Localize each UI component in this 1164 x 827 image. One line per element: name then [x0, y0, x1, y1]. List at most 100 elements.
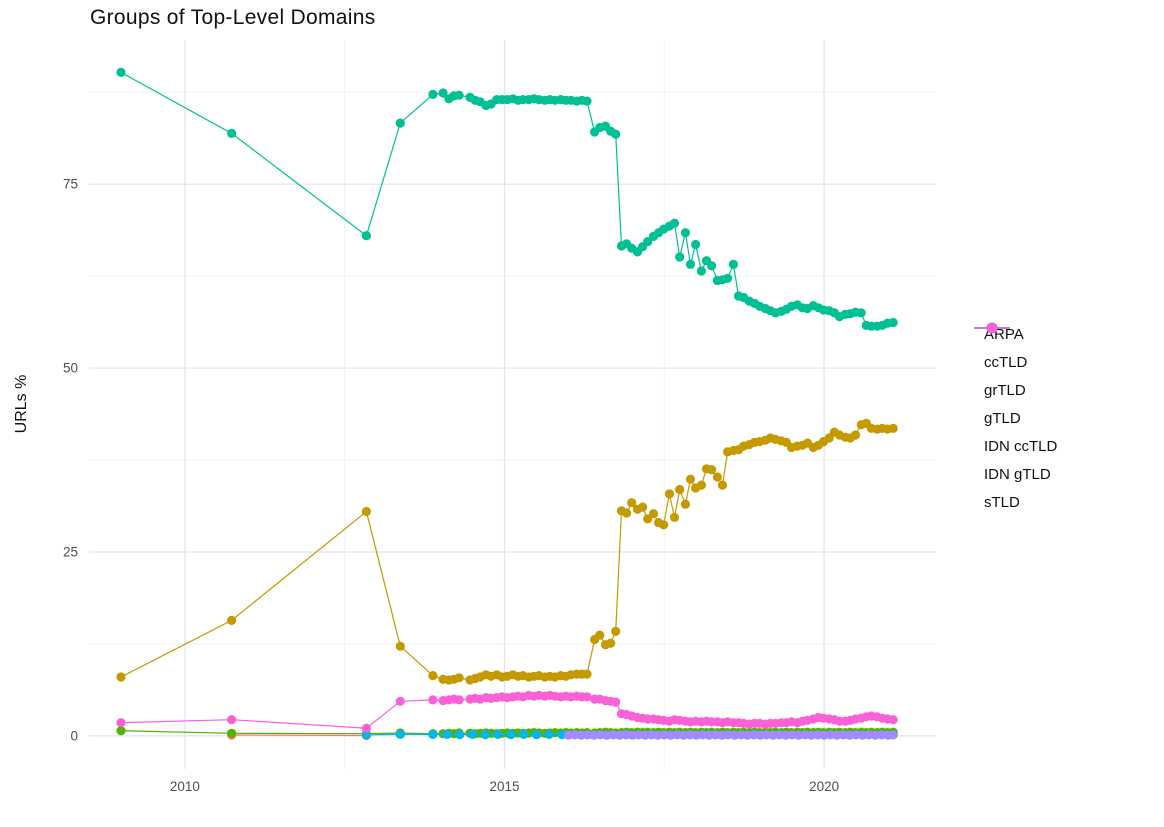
legend: ARPA ccTLD grTLD gTLD IDN ccTLD IDN gTLD sTLD	[972, 320, 1057, 516]
series-cctld	[116, 418, 898, 685]
data-point	[531, 730, 542, 740]
data-point	[454, 673, 464, 683]
data-point	[455, 730, 465, 740]
data-point	[116, 718, 126, 728]
data-point	[707, 465, 717, 475]
data-point	[438, 88, 448, 98]
data-point	[582, 96, 592, 106]
chart-title: Groups of Top-Level Domains	[90, 6, 376, 29]
data-point	[454, 695, 464, 705]
data-point	[442, 729, 452, 740]
data-point	[888, 715, 898, 725]
data-point	[395, 696, 405, 706]
data-point	[116, 672, 126, 682]
data-point	[675, 484, 685, 495]
legend-item-idn-cctld: IDN ccTLD	[972, 322, 1058, 460]
data-point	[850, 430, 861, 440]
data-point	[648, 509, 659, 519]
data-point	[856, 308, 866, 318]
data-point	[428, 671, 438, 681]
data-point	[717, 480, 728, 490]
x-tick-label: 2010	[170, 779, 200, 794]
data-point	[888, 423, 898, 433]
data-point	[395, 641, 405, 651]
legend-label: sTLD	[984, 493, 1020, 511]
data-point	[888, 317, 898, 328]
data-point	[227, 715, 237, 725]
data-point	[395, 729, 405, 740]
series-idn-gtld	[563, 730, 898, 740]
data-point	[685, 474, 696, 484]
data-point	[728, 259, 739, 269]
data-point	[480, 730, 490, 740]
data-point	[428, 729, 438, 740]
data-point	[611, 697, 621, 707]
data-point	[680, 499, 691, 509]
legend-item-gtld: gTLD	[972, 322, 1057, 432]
data-point	[723, 273, 733, 283]
data-point	[622, 508, 632, 518]
data-point	[707, 261, 717, 271]
data-point	[664, 489, 675, 499]
data-point	[116, 726, 126, 736]
data-point	[428, 695, 438, 705]
data-point	[696, 480, 707, 490]
legend-item-idn-gtld: IDN gTLD	[972, 322, 1057, 488]
data-point	[669, 218, 680, 228]
data-point	[361, 231, 371, 241]
x-tick-label: 2015	[489, 779, 519, 794]
legend-label: gTLD	[984, 409, 1021, 427]
legend-item-cctld: ccTLD	[972, 322, 1057, 376]
data-point	[606, 638, 616, 648]
data-point	[506, 730, 516, 740]
data-point	[493, 729, 503, 740]
data-point	[395, 118, 405, 128]
data-point	[669, 512, 680, 523]
x-tick-label: 2020	[809, 779, 839, 794]
data-point	[361, 723, 371, 733]
data-point	[888, 730, 898, 740]
legend-item-stld: sTLD	[972, 322, 1057, 516]
y-tick-label: 0	[70, 728, 78, 743]
data-point	[824, 433, 834, 443]
data-point	[116, 67, 126, 77]
data-point	[696, 266, 707, 276]
data-point	[582, 669, 592, 679]
legend-label: ccTLD	[984, 353, 1028, 371]
data-point	[544, 729, 554, 740]
series-line	[120, 71, 894, 327]
series-line	[231, 734, 367, 737]
y-tick-label: 50	[63, 361, 78, 376]
legend-label: IDN gTLD	[984, 465, 1051, 483]
legend-key-icon	[974, 322, 1010, 334]
data-point	[519, 729, 529, 740]
series-gtld	[116, 67, 898, 331]
series-arpa	[227, 730, 371, 741]
data-point	[582, 692, 592, 702]
y-tick-label: 25	[63, 544, 78, 559]
data-point	[428, 89, 438, 99]
y-tick-label: 75	[63, 177, 78, 192]
legend-item-grtld: grTLD	[972, 322, 1057, 404]
data-point	[627, 498, 637, 508]
data-point	[680, 228, 691, 238]
data-point	[638, 502, 648, 512]
data-point	[611, 626, 621, 637]
data-point	[611, 129, 621, 139]
data-point	[675, 252, 685, 262]
data-point	[595, 630, 605, 640]
data-point	[361, 506, 371, 517]
data-point	[227, 728, 237, 738]
legend-label: IDN ccTLD	[984, 437, 1058, 455]
data-point	[227, 128, 237, 138]
data-point	[685, 259, 696, 269]
data-point	[454, 90, 464, 100]
data-point	[467, 729, 478, 740]
data-point	[691, 239, 701, 250]
series-stld	[116, 690, 898, 733]
data-point	[659, 520, 669, 530]
legend-label: grTLD	[984, 381, 1026, 399]
data-point	[361, 730, 371, 740]
